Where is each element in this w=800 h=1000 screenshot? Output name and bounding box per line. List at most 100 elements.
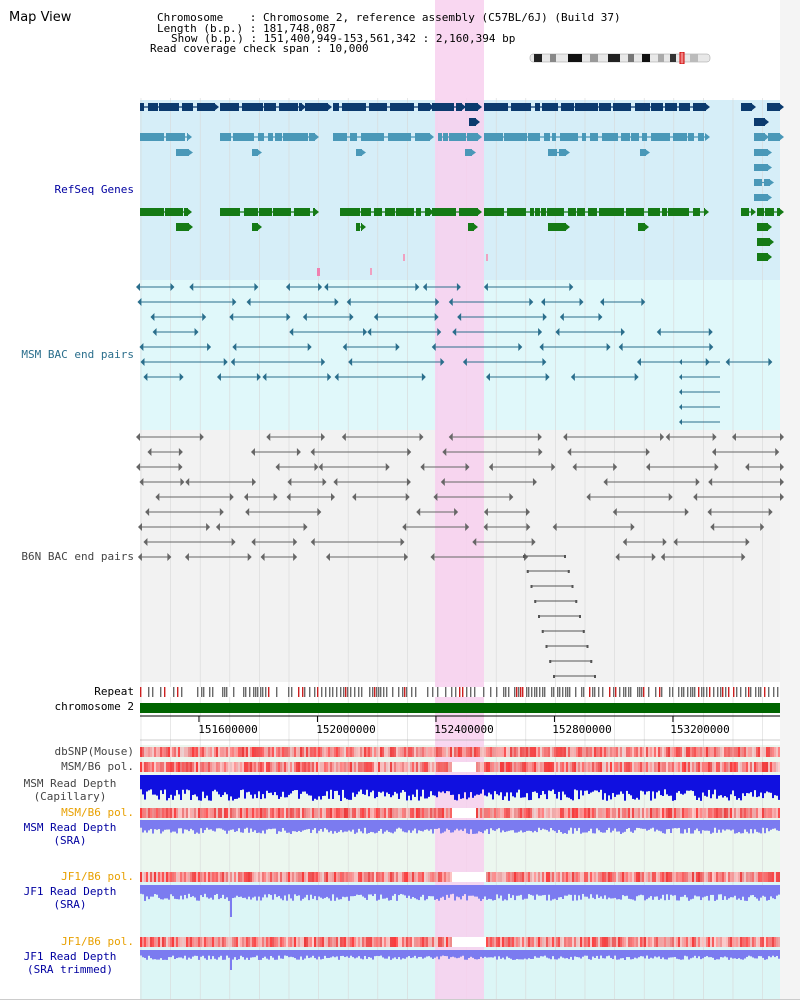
bac-end-marker: [395, 343, 400, 351]
gene-exon: [361, 133, 384, 141]
jf1-sra-depth-bar: [302, 885, 304, 899]
gene-exon: [651, 103, 663, 111]
msm-sra-depth-bar: [590, 820, 592, 829]
jf1-pol-strip: [744, 937, 746, 947]
jf1-pol-strip: [350, 937, 352, 947]
msm-sra-depth-bar: [400, 820, 402, 829]
dbsnp-strip: [168, 747, 170, 757]
msm-pol-strip: [304, 808, 306, 818]
dbsnp-strip: [526, 747, 528, 757]
gene-exon: [535, 208, 540, 216]
jf1-pol-strip: [768, 937, 770, 947]
dbsnp-strip: [590, 747, 592, 757]
jf1-pol-strip: [372, 937, 374, 947]
dbsnp-strip: [630, 747, 632, 757]
jf1-pol-strip: [226, 937, 228, 947]
jf1-pol-strip: [214, 937, 216, 947]
msm-capillary-depth-bar: [766, 775, 768, 792]
msm-sra-depth-bar: [550, 820, 552, 828]
dbsnp-strip: [276, 747, 278, 757]
jf1-pol-strip: [426, 872, 428, 882]
msm-sra-depth-bar: [748, 820, 750, 834]
bac-end-marker: [768, 358, 773, 366]
msm-capillary-depth-bar: [562, 775, 564, 792]
msm-capillary-depth-bar: [572, 775, 574, 801]
msm-pol-strip: [388, 808, 390, 818]
repeat-mark: [332, 687, 334, 697]
msm-pol-strip: [398, 762, 400, 772]
msm-pol-strip: [316, 762, 318, 772]
jf1-pol-strip: [560, 937, 562, 947]
bac-end-marker: [405, 493, 410, 501]
dbsnp-strip: [404, 747, 406, 757]
gene-strand-arrow: [769, 179, 774, 186]
jf1-trimmed-depth-bar: [468, 950, 470, 958]
jf1-sra-depth-bar: [180, 885, 182, 896]
dbsnp-strip: [548, 747, 550, 757]
jf1-pol-strip: [612, 872, 614, 882]
msm-capillary-depth-bar: [666, 775, 668, 795]
jf1-pol-strip: [688, 937, 690, 947]
msm-sra-depth-bar: [184, 820, 186, 830]
jf1-pol-strip: [162, 937, 164, 947]
jf1-pol-strip: [720, 937, 722, 947]
jf1-sra-depth-bar: [644, 885, 646, 901]
jf1-pol-strip: [594, 872, 596, 882]
jf1-sra-depth-bar: [216, 885, 218, 894]
jf1-trimmed-depth-bar: [636, 950, 638, 959]
jf1-sra-depth-bar: [574, 885, 576, 895]
msm-pol-strip: [484, 762, 486, 772]
msm-pol-strip: [702, 808, 704, 818]
jf1-pol-strip: [656, 937, 658, 947]
msm-capillary-depth-bar: [250, 775, 252, 795]
dbsnp-strip: [724, 747, 726, 757]
msm-pol-strip: [142, 808, 144, 818]
msm-pol-strip: [346, 762, 348, 772]
jf1-pol-strip: [734, 937, 736, 947]
jf1-sra-depth-bar: [712, 885, 714, 895]
dbsnp-strip: [210, 747, 212, 757]
msm-pol-strip: [208, 762, 210, 772]
bac-end-marker: [334, 298, 339, 306]
jf1-trimmed-depth-bar: [566, 950, 568, 959]
msm-capillary-depth-bar: [740, 775, 742, 801]
msm-pol-strip: [160, 808, 162, 818]
jf1-trimmed-depth-bar: [630, 950, 632, 960]
msm-sra-depth-bar: [776, 820, 778, 831]
msm-pol-strip: [472, 762, 474, 772]
msm-pol-strip: [232, 762, 234, 772]
jf1-sra-depth-bar: [262, 885, 264, 898]
gene-exon: [535, 103, 540, 111]
dbsnp-strip: [504, 747, 506, 757]
msm-pol-strip: [676, 762, 678, 772]
repeat-mark: [392, 687, 394, 697]
dbsnp-strip: [662, 747, 664, 757]
jf1-pol-strip: [338, 872, 340, 882]
msm-sra-depth-bar: [674, 820, 676, 829]
jf1-pol-strip: [428, 872, 430, 882]
jf1-pol-strip: [644, 937, 646, 947]
bac-end-marker: [143, 538, 148, 546]
bac-end-marker: [348, 358, 353, 366]
jf1-trimmed-depth-bar: [754, 950, 756, 959]
jf1-pol-strip: [628, 937, 630, 947]
msm-sra-depth-bar: [762, 820, 764, 828]
msm-pol-strip: [236, 808, 238, 818]
jf1-pol-strip: [540, 872, 542, 882]
msm-pol-strip: [418, 762, 420, 772]
jf1-sra-depth-bar: [498, 885, 500, 899]
msm-capillary-depth-bar: [720, 775, 722, 796]
msm-capillary-depth-bar: [240, 775, 242, 791]
msm-pol-strip: [608, 762, 610, 772]
jf1-pol-strip: [716, 937, 718, 947]
bac-end-marker: [136, 283, 141, 291]
jf1-pol-strip: [356, 937, 358, 947]
msm-sra-depth-bar: [194, 820, 196, 834]
jf1-pol-strip: [416, 937, 418, 947]
jf1-sra-depth-bar: [140, 885, 142, 894]
jf1-pol-strip: [284, 937, 286, 947]
chromosome-ideogram[interactable]: [528, 52, 714, 64]
msm-capillary-depth-bar: [280, 775, 282, 797]
jf1-pol-strip: [602, 937, 604, 947]
msm-sra-depth-bar: [630, 820, 632, 832]
